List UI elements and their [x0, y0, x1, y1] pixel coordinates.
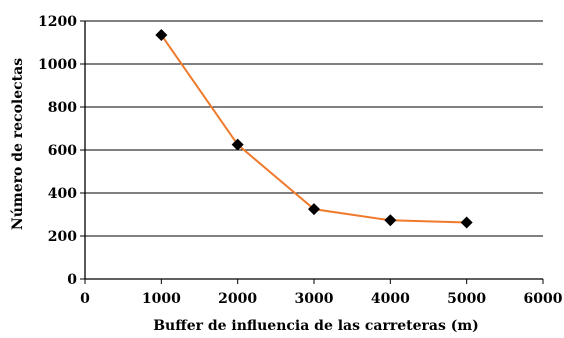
series: [155, 28, 473, 229]
y-tick-label-2: 400: [48, 186, 77, 202]
y-tick-label-3: 600: [48, 143, 77, 159]
y-tick-label-5: 1000: [38, 57, 77, 73]
data-point-0-2: [308, 203, 320, 216]
y-axis-title: Número de recolectas: [10, 58, 26, 230]
data-point-0-3: [384, 214, 397, 227]
y-tick-label-4: 800: [48, 100, 77, 116]
x-tick-label-4: 4000: [371, 291, 410, 307]
y-tick-label-0: 0: [67, 272, 77, 288]
x-tick-labels: 0 1000 2000 3000 4000 5000 6000: [80, 291, 563, 307]
x-axis-title: Buffer de influencia de las carreteras (…: [153, 318, 479, 334]
data-point-0-4: [460, 216, 473, 229]
axes: [80, 20, 544, 284]
data-point-0-1: [231, 138, 244, 151]
series-line-0: [160, 34, 467, 224]
x-tick-label-3: 3000: [295, 291, 334, 307]
x-tick-label-1: 1000: [142, 291, 181, 307]
y-tick-labels: 0 200 400 600 800 1000 1200: [38, 14, 77, 288]
y-tick-label-1: 200: [48, 229, 77, 245]
gridlines: [85, 20, 543, 237]
x-tick-label-2: 2000: [218, 291, 257, 307]
x-tick-label-0: 0: [80, 291, 90, 307]
x-tick-label-5: 5000: [447, 291, 486, 307]
x-tick-label-6: 6000: [524, 291, 563, 307]
y-tick-label-6: 1200: [38, 14, 77, 30]
data-point-0-0: [155, 28, 168, 41]
